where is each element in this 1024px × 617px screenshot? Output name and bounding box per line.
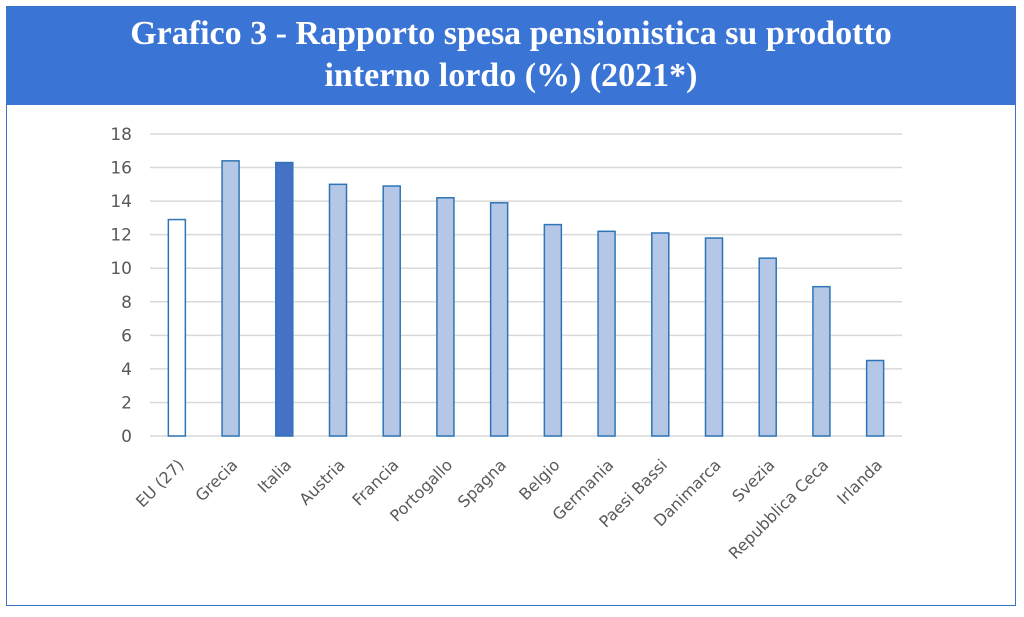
x-category-label: Italia <box>254 455 295 496</box>
y-tick-label: 18 <box>110 125 132 145</box>
bar <box>865 359 885 437</box>
y-tick-label: 4 <box>121 360 132 380</box>
x-category-label: Repubblica Ceca <box>725 455 833 563</box>
bar <box>651 232 670 437</box>
x-category-label: EU (27) <box>132 455 188 511</box>
bar <box>704 237 724 437</box>
bar <box>221 160 240 437</box>
x-category-label: Grecia <box>192 455 242 505</box>
chart-frame: Grafico 3 - Rapporto spesa pensionistica… <box>6 6 1016 606</box>
bar <box>812 285 831 437</box>
chart-title-line-2: interno lordo (%) (2021*) <box>324 57 698 94</box>
x-category-label: Spagna <box>454 455 510 511</box>
x-category-label: Austria <box>295 455 348 508</box>
y-tick-label: 14 <box>110 192 132 212</box>
bar <box>275 161 294 437</box>
y-tick-label: 8 <box>121 293 132 313</box>
bar <box>328 183 348 437</box>
y-tick-label: 0 <box>121 427 132 447</box>
bar <box>436 197 455 437</box>
y-tick-label: 16 <box>110 159 132 179</box>
bar <box>597 230 616 437</box>
x-category-label: Irlanda <box>833 455 886 508</box>
bar <box>758 257 777 437</box>
chart-title-line-1: Grafico 3 - Rapporto spesa pensionistica… <box>130 15 892 52</box>
bar <box>382 185 401 437</box>
chart-title-banner: Grafico 3 - Rapporto spesa pensionistica… <box>7 7 1015 105</box>
x-category-label: Svezia <box>728 455 778 505</box>
y-tick-label: 2 <box>121 393 132 413</box>
x-category-label: Francia <box>348 455 402 509</box>
y-tick-label: 12 <box>110 226 132 246</box>
x-category-label: Belgio <box>515 455 564 504</box>
y-tick-label: 10 <box>110 259 132 279</box>
bar <box>489 202 509 437</box>
y-tick-label: 6 <box>121 326 132 346</box>
bar <box>543 223 563 437</box>
bar <box>167 218 187 437</box>
